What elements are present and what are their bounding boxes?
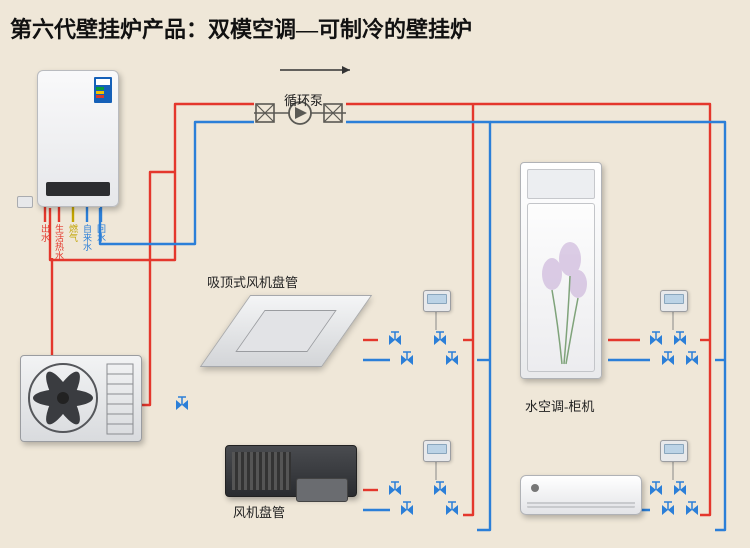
boiler-port-label: 燃气: [68, 224, 77, 242]
boiler-port-label: 回水: [96, 224, 105, 242]
cabinet-water-ac: [520, 162, 602, 379]
cabinet-ac-label: 水空调-柜机: [525, 396, 594, 415]
fan-icon: [21, 356, 141, 441]
wall-ac-logo-icon: [531, 484, 539, 492]
wall-mounted-ac: [520, 475, 642, 515]
fancoil-blower-icon: [296, 478, 348, 502]
plug-icon: [17, 196, 33, 208]
pump-label: 循环泵: [284, 90, 323, 109]
fancoil-coil-icon: [232, 452, 291, 490]
boiler-port-label: 生活热水: [54, 224, 63, 260]
boiler-port-label: 自来水: [82, 224, 91, 251]
boiler-port-label: 出水: [40, 224, 49, 242]
boiler-control-panel: [46, 182, 110, 196]
thermostat: [660, 290, 688, 312]
concealed-fan-coil: [225, 445, 357, 497]
energy-label-icon: [94, 77, 112, 103]
cabinet-top-grille: [527, 169, 595, 199]
thermostat: [423, 440, 451, 462]
outdoor-heatpump-unit: [20, 355, 142, 442]
thermostat: [423, 290, 451, 312]
wall-boiler: [37, 70, 119, 207]
wall-ac-louvers: [527, 502, 635, 510]
fan-coil-label: 风机盘管: [233, 502, 285, 521]
flower-icon: [528, 204, 594, 371]
ceiling-fc-label: 吸顶式风机盘管: [207, 272, 298, 291]
cassette-grille: [235, 310, 336, 352]
cabinet-front-panel: [527, 203, 595, 372]
thermostat: [660, 440, 688, 462]
